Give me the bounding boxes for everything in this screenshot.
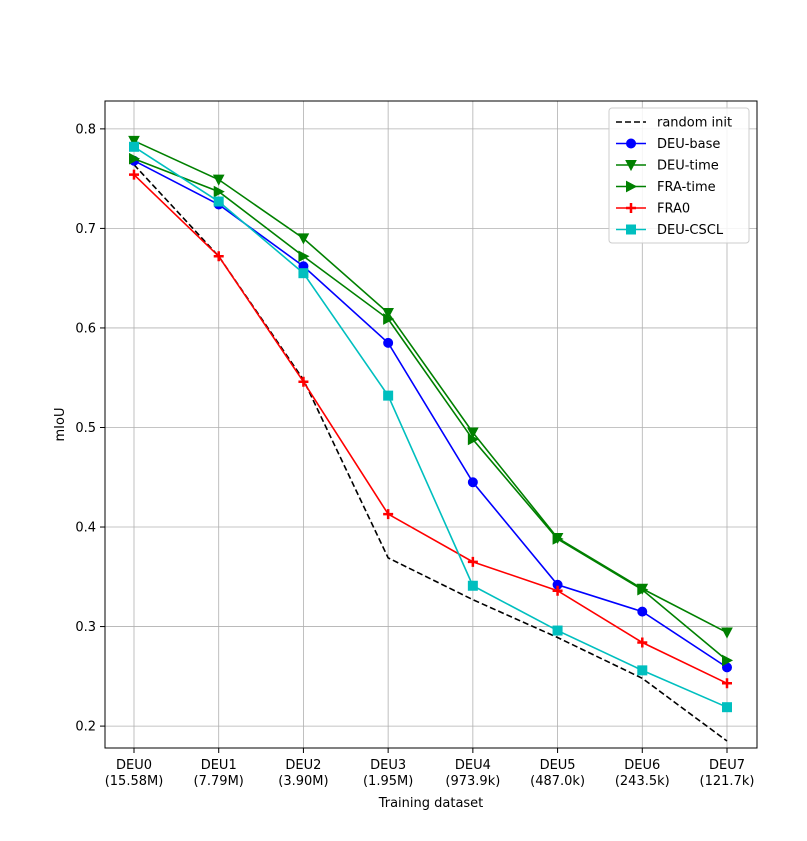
x-tick-label: DEU7	[709, 758, 745, 773]
series-line-deu-cscl	[133, 146, 728, 708]
x-tick-label: DEU1	[201, 758, 237, 773]
series-line-deu-base	[133, 160, 728, 669]
x-tick-sublabel: (7.79M)	[194, 774, 244, 789]
x-tick-label: DEU6	[624, 758, 660, 773]
x-tick-sublabel: (15.58M)	[105, 774, 164, 789]
y-tick-label: 0.2	[75, 720, 96, 735]
y-tick-label: 0.5	[75, 421, 96, 436]
data-point-deu-cscl	[637, 665, 648, 676]
data-point-deu-base	[637, 606, 648, 617]
y-tick-label: 0.4	[75, 521, 96, 536]
y-tick-label: 0.7	[75, 222, 96, 237]
y-tick-label: 0.8	[75, 122, 96, 137]
x-tick-sublabel: (973.9k)	[445, 774, 500, 789]
data-point-fra0	[298, 376, 309, 387]
data-point-deu-cscl	[213, 196, 224, 207]
x-tick-label: DEU0	[116, 758, 152, 773]
x-tick-label: DEU2	[285, 758, 321, 773]
y-tick-label: 0.3	[75, 620, 96, 635]
data-point-fra0	[722, 678, 732, 689]
data-point-deu-time	[721, 627, 733, 639]
data-point-fra-time	[383, 313, 395, 325]
legend-label-random-init: random init	[657, 116, 732, 131]
data-point-fra-time	[467, 433, 479, 446]
y-tick-label: 0.6	[75, 321, 96, 336]
data-point-fra0	[552, 585, 563, 596]
x-tick-sublabel: (3.90M)	[278, 774, 328, 789]
series-deu-time	[128, 135, 733, 639]
x-tick-sublabel: (1.95M)	[363, 774, 413, 789]
data-point-deu-cscl	[129, 141, 139, 152]
data-point-fra-time	[552, 533, 564, 545]
legend-label-deu-base: DEU-base	[657, 137, 720, 152]
x-tick-sublabel: (243.5k)	[615, 774, 670, 789]
legend-label-fra-time: FRA-time	[657, 180, 716, 195]
data-point-fra0	[637, 637, 648, 648]
data-point-deu-time	[212, 174, 225, 186]
data-point-deu-cscl	[722, 702, 732, 713]
x-tick-sublabel: (487.0k)	[530, 774, 585, 789]
data-point-deu-cscl	[552, 625, 563, 636]
legend: random init DEU-base DEU-time FRA-time FRA0 D…	[608, 107, 750, 244]
data-point-fra0	[467, 556, 478, 567]
data-point-fra-time	[637, 583, 649, 596]
data-point-fra-time	[213, 185, 225, 198]
tick-layer: 0.2 0.3 0.4 0.5 0.6 0.7 0.8 DEU0(15.58M) DEU1(7.…	[75, 122, 754, 789]
legend-marker-fra-time	[626, 180, 638, 193]
data-point-deu-base	[383, 337, 394, 348]
legend-label-deu-time: DEU-time	[657, 159, 719, 174]
data-point-fra-time	[129, 152, 141, 165]
series-line-fra0	[133, 174, 728, 685]
data-point-fra-time	[722, 654, 734, 667]
legend-label-fra0: FRA0	[657, 202, 690, 217]
x-axis-label: Training dataset	[378, 796, 484, 811]
data-point-deu-cscl	[467, 580, 478, 591]
x-tick-sublabel: (121.7k)	[700, 774, 755, 789]
data-point-fra0	[383, 509, 394, 520]
series-deu-cscl	[129, 141, 732, 713]
legend-marker-deu-cscl	[626, 224, 636, 235]
legend-label-deu-cscl: DEU-CSCL	[657, 223, 724, 238]
data-point-fra-time	[298, 250, 310, 263]
data-point-fra0	[129, 169, 139, 180]
legend-marker-fra0	[626, 203, 636, 213]
series-fra-time	[129, 152, 734, 667]
legend-box	[608, 107, 750, 244]
plot-frame	[104, 100, 758, 749]
series-line-deu-time	[133, 140, 728, 634]
x-tick-label: DEU3	[370, 758, 406, 773]
legend-marker-deu-time	[625, 160, 637, 172]
data-point-deu-time	[382, 308, 394, 320]
data-point-deu-cscl	[298, 268, 309, 279]
data-point-deu-time	[297, 233, 310, 245]
series-fra0	[129, 169, 732, 689]
y-axis-label: mIoU	[53, 408, 68, 442]
x-tick-label: DEU5	[540, 758, 576, 773]
data-point-deu-time	[467, 427, 479, 439]
series-layer	[128, 135, 734, 742]
data-point-deu-base	[467, 477, 478, 488]
data-point-deu-cscl	[383, 390, 394, 401]
legend-marker-deu-base	[626, 138, 636, 149]
x-tick-label: DEU4	[455, 758, 491, 773]
data-point-deu-time	[128, 135, 140, 147]
data-point-fra0	[213, 251, 224, 262]
series-line-fra-time	[133, 157, 728, 662]
